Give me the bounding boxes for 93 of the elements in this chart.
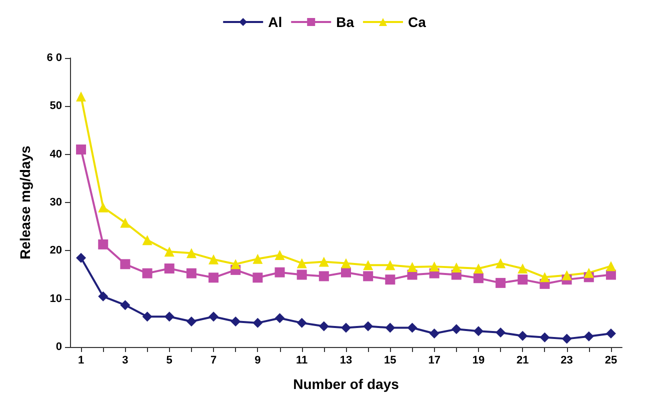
- point: [473, 273, 484, 284]
- point: [142, 235, 152, 246]
- point: [518, 263, 528, 274]
- point: [164, 246, 174, 257]
- point: [120, 259, 130, 270]
- point: [451, 262, 462, 273]
- point: [473, 263, 484, 274]
- point: [186, 248, 196, 258]
- point: [451, 324, 462, 334]
- x-tick-label: 9: [254, 354, 261, 366]
- point: [296, 318, 307, 328]
- y-tick-label: 40: [50, 148, 62, 160]
- point: [274, 313, 285, 324]
- y-tick-label: 0: [56, 341, 62, 353]
- legend-label: Al: [268, 14, 282, 30]
- point: [274, 250, 285, 260]
- y-tick-label: 30: [50, 196, 62, 208]
- point: [142, 312, 152, 322]
- point: [385, 274, 396, 285]
- x-tick-label: 13: [340, 354, 352, 366]
- point: [164, 263, 174, 274]
- point: [341, 322, 351, 333]
- y-tick-label: 20: [50, 244, 62, 257]
- point: [540, 272, 550, 282]
- y-tick-label: 10: [50, 292, 62, 305]
- point: [606, 261, 616, 272]
- x-axis-title: Number of days: [293, 376, 400, 392]
- point: [186, 268, 196, 278]
- legend-label: Ba: [336, 14, 354, 30]
- point: [429, 328, 440, 339]
- point: [186, 316, 196, 326]
- point: [562, 334, 572, 344]
- point: [318, 271, 329, 282]
- point: [76, 252, 86, 263]
- point: [540, 332, 550, 342]
- point: [363, 260, 374, 270]
- point: [385, 260, 396, 270]
- point: [318, 256, 329, 267]
- point: [606, 328, 616, 339]
- point: [429, 262, 440, 272]
- point: [76, 92, 86, 102]
- point: [98, 291, 108, 302]
- point: [562, 270, 572, 280]
- point: [208, 272, 219, 283]
- point: [584, 331, 594, 342]
- point: [252, 318, 263, 328]
- legend-label: Ca: [408, 14, 426, 30]
- point: [341, 267, 351, 278]
- y-axis-title: Release mg/days: [17, 145, 33, 260]
- point: [496, 328, 506, 338]
- point: [318, 321, 329, 332]
- point: [230, 259, 241, 270]
- point: [274, 267, 285, 278]
- point: [142, 268, 152, 278]
- x-tick-label: 23: [560, 354, 573, 366]
- point: [208, 312, 219, 322]
- point: [120, 218, 130, 228]
- point: [518, 330, 528, 341]
- point: [98, 202, 108, 212]
- point: [496, 258, 506, 268]
- x-tick-label: 17: [428, 354, 440, 366]
- point: [252, 272, 263, 283]
- x-tick-label: 5: [166, 354, 172, 366]
- x-tick-label: 3: [122, 354, 128, 366]
- point: [584, 268, 594, 278]
- point: [296, 258, 307, 268]
- point: [230, 316, 241, 326]
- point: [98, 239, 108, 250]
- point: [606, 270, 616, 280]
- x-tick-label: 21: [516, 354, 529, 366]
- point: [252, 254, 263, 264]
- point: [296, 270, 307, 280]
- point: [518, 274, 528, 285]
- point: [407, 322, 418, 333]
- x-tick-label: 7: [210, 354, 217, 366]
- point: [341, 258, 351, 268]
- x-tick-label: 25: [604, 354, 618, 366]
- x-tick-label: 1: [78, 354, 84, 366]
- point: [363, 321, 374, 332]
- point: [407, 262, 418, 272]
- point: [496, 278, 506, 288]
- point: [363, 271, 374, 282]
- y-tick-label: 50: [50, 100, 62, 112]
- point: [473, 326, 484, 336]
- x-tick-label: 15: [384, 354, 396, 366]
- point: [120, 300, 130, 310]
- point: [164, 312, 174, 322]
- y-tick-label: 6 0: [46, 52, 62, 64]
- x-tick-label: 11: [296, 354, 308, 366]
- point: [76, 144, 86, 155]
- point: [385, 322, 396, 333]
- x-tick-label: 19: [472, 354, 485, 366]
- point: [208, 254, 219, 264]
